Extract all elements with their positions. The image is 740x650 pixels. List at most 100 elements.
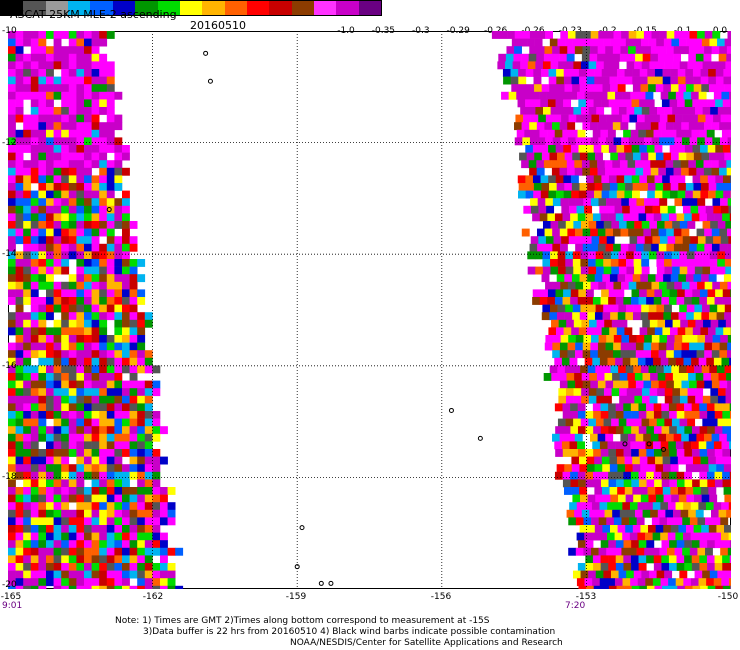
data-cell [699, 129, 708, 138]
data-cell [729, 471, 731, 480]
data-cell [122, 281, 130, 290]
data-cell [699, 411, 708, 419]
data-cell [8, 46, 16, 55]
data-cell [666, 137, 675, 146]
data-cell [605, 122, 614, 131]
data-cell [114, 335, 123, 343]
data-cell [53, 297, 62, 305]
data-cell [646, 585, 655, 594]
data-cell [537, 243, 546, 252]
data-cell [91, 61, 100, 70]
data-cell [76, 122, 85, 131]
data-cell [68, 129, 77, 138]
data-cell [46, 190, 54, 199]
data-cell [563, 145, 572, 153]
map-plot-area[interactable] [8, 31, 731, 594]
data-cell [76, 297, 85, 305]
data-cell [681, 122, 690, 131]
data-cell [567, 137, 576, 146]
data-cell [600, 403, 609, 412]
data-cell [713, 205, 722, 214]
data-cell [540, 69, 549, 77]
data-cell [160, 426, 168, 435]
data-cell [670, 84, 679, 93]
data-cell [652, 205, 661, 214]
data-cell [84, 327, 92, 336]
data-cell [23, 228, 32, 237]
data-cell [612, 509, 621, 518]
data-cell [608, 145, 617, 153]
data-cell [608, 99, 617, 108]
data-cell [583, 547, 592, 556]
data-cell [631, 99, 640, 108]
data-cell [722, 471, 731, 480]
data-cell [68, 198, 77, 207]
data-cell [30, 99, 39, 108]
data-cell [585, 479, 594, 488]
data-cell [664, 251, 673, 260]
data-cell [715, 289, 724, 298]
data-cell [521, 122, 530, 131]
data-cell [612, 167, 621, 176]
data-cell [46, 327, 54, 336]
data-cell [683, 578, 692, 587]
data-cell [699, 289, 708, 298]
data-cell [669, 585, 678, 594]
data-cell [23, 69, 32, 77]
data-cell [15, 190, 24, 199]
data-cell [707, 289, 716, 298]
data-cell [30, 395, 39, 404]
data-cell [144, 563, 153, 571]
data-cell [529, 137, 538, 146]
data-cell [8, 274, 16, 283]
data-cell [152, 418, 161, 427]
data-cell [137, 357, 146, 366]
data-cell [46, 494, 54, 503]
data-cell [726, 46, 731, 55]
data-cell [114, 555, 123, 564]
data-cell [612, 122, 621, 131]
data-cell [632, 456, 641, 465]
data-cell [619, 395, 628, 404]
data-cell [8, 281, 16, 290]
data-cell [686, 312, 695, 321]
data-cell [15, 167, 24, 176]
data-cell [152, 570, 161, 579]
data-cell [707, 449, 716, 457]
data-cell [723, 327, 731, 336]
data-cell [563, 69, 572, 77]
data-cell [122, 228, 130, 237]
data-cell [674, 137, 683, 146]
data-cell [688, 160, 697, 169]
data-cell [46, 46, 54, 55]
data-cell [682, 205, 691, 214]
data-cell [23, 91, 32, 100]
data-cell [610, 152, 619, 161]
data-cell [669, 145, 678, 153]
data-cell [587, 38, 596, 47]
data-cell [666, 243, 675, 252]
chart-title: ASCAT 25KM MLE-2 ascending [10, 8, 177, 21]
data-cell [152, 380, 161, 389]
data-cell [99, 403, 108, 412]
data-cell [594, 183, 603, 191]
data-cell [552, 433, 560, 442]
data-cell [672, 319, 681, 328]
data-cell [160, 585, 168, 594]
lon-label: -165 [0, 592, 22, 602]
data-cell [76, 137, 85, 146]
data-cell [23, 205, 32, 214]
data-cell [675, 578, 684, 587]
data-cell [549, 304, 558, 313]
data-cell [53, 532, 62, 541]
data-cell [533, 190, 542, 199]
data-cell [587, 304, 596, 313]
data-cell [175, 547, 184, 556]
data-cell [23, 502, 32, 511]
data-cell [699, 471, 708, 480]
data-cell [84, 259, 92, 267]
data-cell [654, 289, 663, 298]
island-outline [106, 207, 112, 213]
data-cell [678, 274, 687, 283]
data-cell [8, 365, 16, 374]
